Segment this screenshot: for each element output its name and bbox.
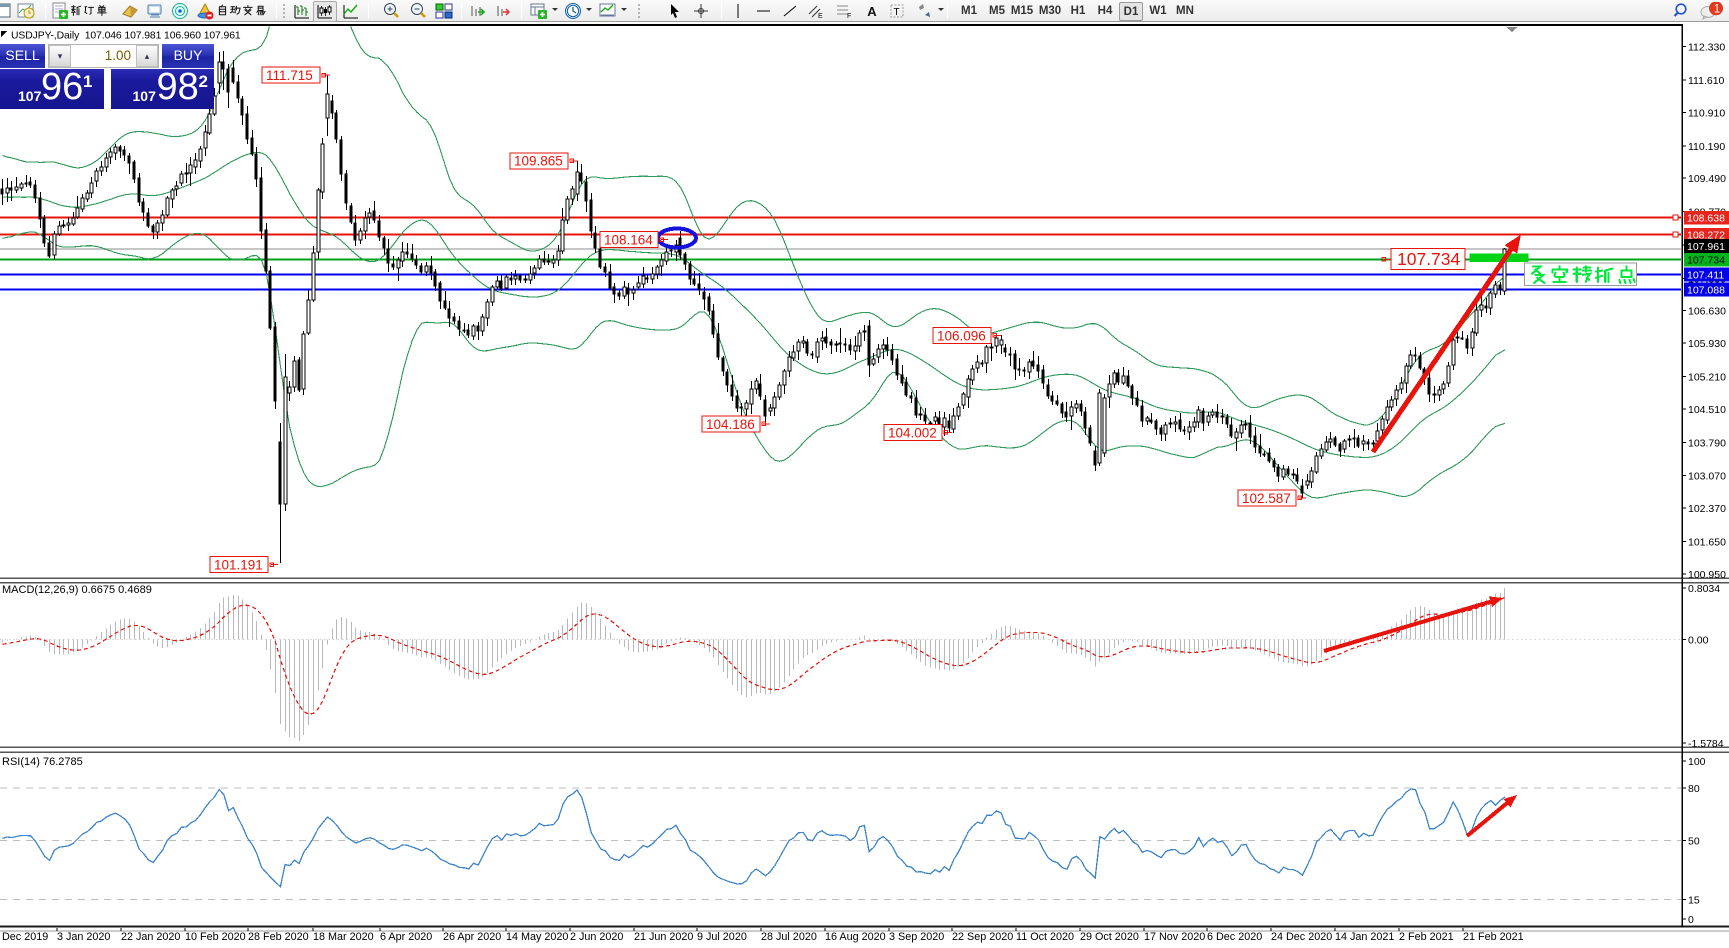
svg-text:21 Feb 2021: 21 Feb 2021	[1463, 931, 1524, 943]
svg-text:RSI(14) 76.2785: RSI(14) 76.2785	[2, 756, 83, 768]
svg-text:103.070: 103.070	[1688, 471, 1726, 483]
svg-text:3 Sep 2020: 3 Sep 2020	[889, 931, 944, 943]
svg-text:6 Apr 2020: 6 Apr 2020	[380, 931, 432, 943]
svg-text:101.650: 101.650	[1688, 536, 1726, 548]
svg-text:2 Jun 2020: 2 Jun 2020	[570, 931, 623, 943]
svg-text:16 Aug 2020: 16 Aug 2020	[825, 931, 886, 943]
svg-text:101.191: 101.191	[214, 558, 263, 573]
svg-text:3 Jan 2020: 3 Jan 2020	[57, 931, 110, 943]
svg-text:112.330: 112.330	[1688, 42, 1725, 54]
svg-text:F: F	[847, 13, 851, 20]
svg-text:USDJPY-,Daily 107.046 107.981: USDJPY-,Daily 107.046 107.981 106.960 10…	[11, 31, 241, 42]
svg-text:104.186: 104.186	[706, 417, 755, 432]
svg-text:22 Jan 2020: 22 Jan 2020	[121, 931, 180, 943]
svg-text:18 Mar 2020: 18 Mar 2020	[313, 931, 374, 943]
svg-text:107.961: 107.961	[1687, 241, 1725, 253]
svg-text:109.490: 109.490	[1688, 173, 1726, 185]
svg-text:111.715: 111.715	[266, 68, 313, 83]
svg-text:14 May 2020: 14 May 2020	[506, 931, 568, 943]
svg-text:107.734: 107.734	[1397, 249, 1461, 269]
svg-text:10 Feb 2020: 10 Feb 2020	[185, 931, 246, 943]
svg-text:108.272: 108.272	[1687, 229, 1725, 241]
svg-text:106.096: 106.096	[937, 328, 986, 343]
svg-text:T: T	[894, 7, 900, 18]
svg-text:108.164: 108.164	[604, 233, 653, 248]
svg-text:0: 0	[1688, 914, 1694, 926]
svg-text:15: 15	[1688, 895, 1700, 907]
svg-text:109.865: 109.865	[514, 154, 563, 169]
svg-text:0.00: 0.00	[1688, 635, 1709, 647]
svg-text:50: 50	[1688, 836, 1700, 848]
svg-text:24 Dec 2020: 24 Dec 2020	[1271, 931, 1332, 943]
svg-text:104.002: 104.002	[888, 425, 937, 440]
svg-text:111.610: 111.610	[1688, 75, 1725, 87]
svg-text:21 Jun 2020: 21 Jun 2020	[634, 931, 693, 943]
svg-text:105.210: 105.210	[1688, 372, 1726, 384]
svg-text:106.630: 106.630	[1688, 306, 1726, 318]
svg-text:17 Nov 2020: 17 Nov 2020	[1144, 931, 1205, 943]
svg-text:2 Feb 2021: 2 Feb 2021	[1399, 931, 1454, 943]
svg-text:107.088: 107.088	[1687, 284, 1725, 296]
svg-text:28 Jul 2020: 28 Jul 2020	[761, 931, 817, 943]
svg-text:29 Oct 2020: 29 Oct 2020	[1080, 931, 1139, 943]
svg-text:MACD(12,26,9) 0.6675 0.4689: MACD(12,26,9) 0.6675 0.4689	[2, 584, 152, 596]
svg-text:108.638: 108.638	[1687, 213, 1725, 225]
svg-text:102.370: 102.370	[1688, 503, 1726, 515]
svg-text:0.8034: 0.8034	[1688, 583, 1720, 595]
svg-text:8 Dec 2019: 8 Dec 2019	[0, 931, 48, 943]
svg-text:-1.5784: -1.5784	[1688, 738, 1724, 750]
svg-text:E: E	[818, 13, 823, 20]
svg-text:28 Feb 2020: 28 Feb 2020	[248, 931, 309, 943]
svg-text:103.790: 103.790	[1688, 437, 1726, 449]
svg-text:107.734: 107.734	[1687, 254, 1725, 266]
svg-text:105.930: 105.930	[1688, 338, 1726, 350]
svg-text:102.587: 102.587	[1242, 491, 1291, 506]
svg-text:6 Dec 2020: 6 Dec 2020	[1207, 931, 1262, 943]
svg-text:110.190: 110.190	[1688, 141, 1725, 153]
svg-text:26 Apr 2020: 26 Apr 2020	[443, 931, 501, 943]
svg-text:11 Oct 2020: 11 Oct 2020	[1016, 931, 1074, 943]
svg-text:100.950: 100.950	[1688, 569, 1726, 581]
svg-text:100: 100	[1688, 756, 1706, 768]
svg-text:107.411: 107.411	[1687, 269, 1724, 281]
svg-text:1: 1	[1714, 4, 1720, 16]
svg-text:80: 80	[1688, 783, 1700, 795]
svg-text:14 Jan 2021: 14 Jan 2021	[1335, 931, 1394, 943]
svg-text:104.510: 104.510	[1688, 404, 1726, 416]
svg-text:9 Jul 2020: 9 Jul 2020	[697, 931, 747, 943]
svg-text:110.910: 110.910	[1688, 108, 1725, 120]
svg-text:22 Sep 2020: 22 Sep 2020	[952, 931, 1013, 943]
